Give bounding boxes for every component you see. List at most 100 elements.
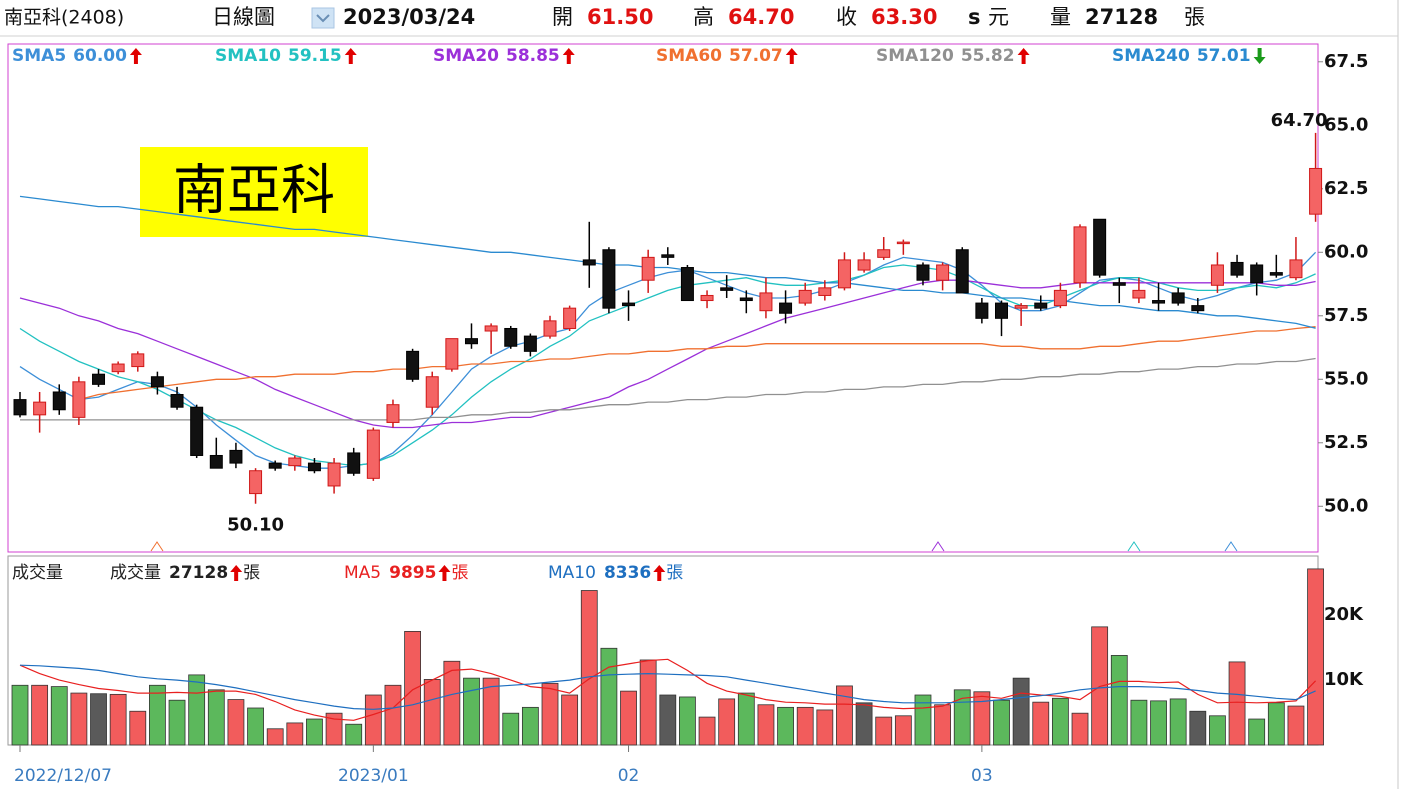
candle-body xyxy=(759,292,773,312)
volume-bar xyxy=(1267,702,1285,746)
candle-body xyxy=(720,287,734,291)
legend-name: MA5 xyxy=(344,563,381,583)
candle-body xyxy=(622,302,636,307)
volume-bar xyxy=(129,710,147,746)
low-label: 50.10 xyxy=(227,515,284,536)
volume-bar xyxy=(247,707,264,746)
candle-body xyxy=(1014,305,1028,309)
legend-name: 成交量 xyxy=(110,563,161,583)
candle-body xyxy=(307,462,321,472)
volume-bar xyxy=(816,709,834,746)
volume-bar xyxy=(188,674,206,746)
candle-body xyxy=(1152,300,1166,304)
candle-body xyxy=(1034,302,1048,309)
candle-body xyxy=(1112,282,1126,286)
candle-body xyxy=(1230,261,1244,276)
volume-bar xyxy=(600,647,618,746)
close-value: 63.30 xyxy=(871,5,937,29)
volume-bar xyxy=(521,706,539,746)
legend-name: SMA120 xyxy=(876,46,954,66)
volume-bar xyxy=(737,692,755,746)
volume-bar xyxy=(345,723,363,746)
volume-bar xyxy=(1110,655,1128,746)
volume-bar xyxy=(1189,710,1207,746)
candle-body xyxy=(837,259,851,289)
trend-arrow xyxy=(129,48,142,64)
candle-body xyxy=(739,297,753,302)
legend-name: MA10 xyxy=(548,563,596,583)
volume-bar xyxy=(1150,700,1167,746)
legend-value: 9895 xyxy=(389,563,436,583)
signal-marker xyxy=(1127,541,1141,552)
candle-body xyxy=(1191,305,1205,312)
candle-body xyxy=(1250,264,1264,284)
candle-body xyxy=(150,376,164,388)
volume-bar xyxy=(1209,715,1226,746)
y-tick-label: 65.0 xyxy=(1324,114,1368,135)
y-tick-label: 50.0 xyxy=(1324,495,1368,516)
candle-body xyxy=(1210,264,1224,286)
volume-bar xyxy=(620,690,637,746)
candle-body xyxy=(1289,259,1303,279)
open-label: 開 xyxy=(552,5,573,29)
candle-body xyxy=(406,350,420,380)
volume-bar xyxy=(50,686,68,746)
volume-bar xyxy=(639,659,657,746)
candle-body xyxy=(1132,289,1146,299)
candle-body xyxy=(386,404,400,423)
candle-body xyxy=(523,335,537,352)
volume-bar xyxy=(463,677,480,746)
legend-value: 8336 xyxy=(604,563,651,583)
y-tick-label: 52.5 xyxy=(1324,432,1368,453)
volume-label: 量 xyxy=(1050,5,1071,29)
trend-arrow xyxy=(1017,48,1030,64)
x-tick-label: 02 xyxy=(618,766,640,786)
volume-bar xyxy=(1248,718,1266,746)
y-tick-label: 20K xyxy=(1324,604,1364,625)
volume-bar xyxy=(1130,699,1148,746)
candle-body xyxy=(1073,226,1087,284)
volume-bar xyxy=(149,684,166,746)
candle-body xyxy=(602,249,616,309)
candle-body xyxy=(975,302,989,319)
candle-body xyxy=(661,254,675,258)
open-value: 61.50 xyxy=(587,5,653,29)
candle-body xyxy=(13,399,27,416)
volume-ma-line xyxy=(19,664,1316,710)
legend-value: 55.82 xyxy=(961,46,1015,66)
volume-bar xyxy=(70,692,88,746)
watermark-box xyxy=(140,147,368,237)
candle-body xyxy=(347,452,361,474)
volume-bar xyxy=(698,716,716,746)
candle-body xyxy=(1269,272,1283,276)
volume-bar xyxy=(404,631,422,746)
candle-body xyxy=(268,462,282,469)
volume-bar xyxy=(796,706,814,746)
candle-body xyxy=(92,373,106,385)
candle-body xyxy=(52,391,66,411)
candle-body xyxy=(877,249,891,258)
legend-name: SMA10 xyxy=(215,46,281,66)
period: 日線圖 xyxy=(212,5,275,29)
trend-arrow xyxy=(562,48,575,64)
price-panel xyxy=(7,43,1319,553)
candle-body xyxy=(700,294,714,302)
currency: 元 xyxy=(988,5,1009,29)
candle-body xyxy=(680,267,694,302)
candle-body xyxy=(131,353,145,368)
candle-body xyxy=(936,264,950,281)
volume-bar xyxy=(718,698,736,746)
volume-bar xyxy=(659,694,677,746)
candle-body xyxy=(445,338,459,370)
volume-bar xyxy=(973,691,991,746)
candle-body xyxy=(288,457,302,467)
volume-bar xyxy=(1032,701,1050,746)
volume-bar xyxy=(227,699,245,746)
volume-bar xyxy=(1307,568,1324,746)
period-dropdown[interactable] xyxy=(311,7,335,29)
volume-bar xyxy=(1228,661,1246,746)
candle-body xyxy=(209,454,223,469)
candle-body xyxy=(111,363,125,373)
legend-value: 57.01 xyxy=(1197,46,1251,66)
